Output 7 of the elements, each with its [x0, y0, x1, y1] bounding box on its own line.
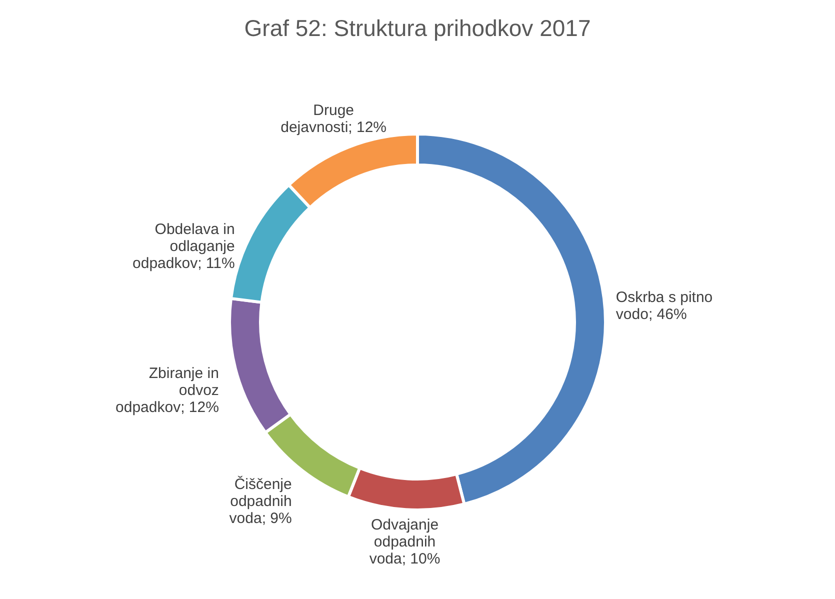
slice-label: Zbiranje in odvoz odpadkov; 12%	[116, 364, 219, 416]
slice-label: Odvajanje odpadnih voda; 10%	[369, 516, 440, 568]
slice-label: Čiščenje odpadnih voda; 9%	[229, 474, 292, 527]
slice-label: Obdelava in odlaganje odpadkov; 11%	[132, 220, 235, 272]
slice-label: Oskrba s pitno vodo; 46%	[616, 288, 713, 323]
slice-label: Druge dejavnosti; 12%	[280, 102, 387, 136]
chart-title: Graf 52: Struktura prihodkov 2017	[244, 15, 591, 41]
